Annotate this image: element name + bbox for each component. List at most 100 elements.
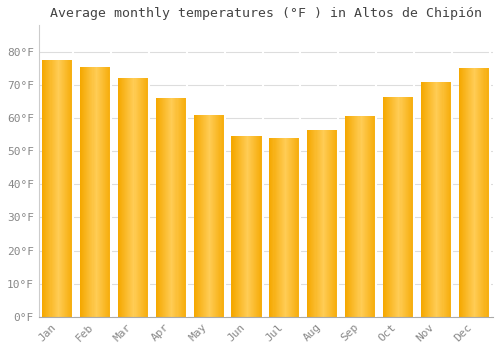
Bar <box>280 138 282 317</box>
Bar <box>67 60 68 317</box>
Bar <box>158 98 159 317</box>
Bar <box>186 98 187 317</box>
Bar <box>122 78 123 317</box>
Bar <box>484 68 486 317</box>
Bar <box>145 78 146 317</box>
Bar <box>312 130 314 317</box>
Bar <box>386 97 387 317</box>
Bar <box>249 136 250 317</box>
Bar <box>254 136 256 317</box>
Bar <box>392 97 393 317</box>
Bar <box>65 60 66 317</box>
Bar <box>448 82 450 317</box>
Bar <box>207 115 208 317</box>
Bar <box>109 67 110 317</box>
Bar <box>272 138 274 317</box>
Bar <box>136 78 138 317</box>
Bar <box>334 130 335 317</box>
Bar <box>50 60 51 317</box>
Bar <box>252 136 253 317</box>
Bar <box>432 82 433 317</box>
Bar <box>134 78 136 317</box>
Bar <box>200 115 201 317</box>
Bar <box>307 130 308 317</box>
Bar <box>434 82 435 317</box>
Bar <box>446 82 448 317</box>
Bar <box>345 117 346 317</box>
Bar <box>182 98 184 317</box>
Bar <box>286 138 287 317</box>
Bar <box>474 68 475 317</box>
Bar <box>121 78 122 317</box>
Bar <box>368 117 369 317</box>
Bar <box>390 97 391 317</box>
Bar <box>104 67 105 317</box>
Bar <box>310 130 312 317</box>
Bar <box>400 97 402 317</box>
Bar <box>290 138 291 317</box>
Bar <box>470 68 471 317</box>
Bar <box>86 67 88 317</box>
Bar <box>184 98 186 317</box>
Bar <box>285 138 286 317</box>
Bar <box>296 138 298 317</box>
Bar <box>161 98 162 317</box>
Bar <box>458 68 460 317</box>
Bar <box>119 78 120 317</box>
Bar <box>478 68 480 317</box>
Bar <box>94 67 96 317</box>
Bar <box>486 68 488 317</box>
Bar <box>44 60 46 317</box>
Bar <box>96 67 98 317</box>
Bar <box>433 82 434 317</box>
Bar <box>362 117 364 317</box>
Bar <box>62 60 63 317</box>
Bar <box>336 130 337 317</box>
Bar <box>451 82 452 317</box>
Bar <box>282 138 283 317</box>
Bar <box>260 136 262 317</box>
Bar <box>234 136 236 317</box>
Bar <box>422 82 423 317</box>
Bar <box>298 138 300 317</box>
Bar <box>178 98 180 317</box>
Bar <box>209 115 210 317</box>
Bar <box>126 78 127 317</box>
Bar <box>107 67 108 317</box>
Bar <box>364 117 366 317</box>
Bar <box>398 97 400 317</box>
Bar <box>370 117 371 317</box>
Bar <box>82 67 83 317</box>
Bar <box>71 60 72 317</box>
Bar <box>92 67 94 317</box>
Bar <box>81 67 82 317</box>
Bar <box>211 115 212 317</box>
Bar <box>247 136 248 317</box>
Bar <box>105 67 106 317</box>
Bar <box>212 115 214 317</box>
Bar <box>287 138 288 317</box>
Bar <box>102 67 103 317</box>
Bar <box>318 130 320 317</box>
Bar <box>383 97 384 317</box>
Bar <box>468 68 469 317</box>
Bar <box>256 136 258 317</box>
Bar <box>465 68 466 317</box>
Bar <box>347 117 348 317</box>
Bar <box>204 115 205 317</box>
Bar <box>442 82 444 317</box>
Bar <box>389 97 390 317</box>
Bar <box>430 82 431 317</box>
Bar <box>391 97 392 317</box>
Bar <box>475 68 476 317</box>
Bar <box>240 136 241 317</box>
Bar <box>350 117 352 317</box>
Bar <box>308 130 310 317</box>
Bar <box>435 82 436 317</box>
Bar <box>440 82 442 317</box>
Bar <box>346 117 347 317</box>
Bar <box>469 68 470 317</box>
Bar <box>402 97 404 317</box>
Bar <box>335 130 336 317</box>
Bar <box>64 60 65 317</box>
